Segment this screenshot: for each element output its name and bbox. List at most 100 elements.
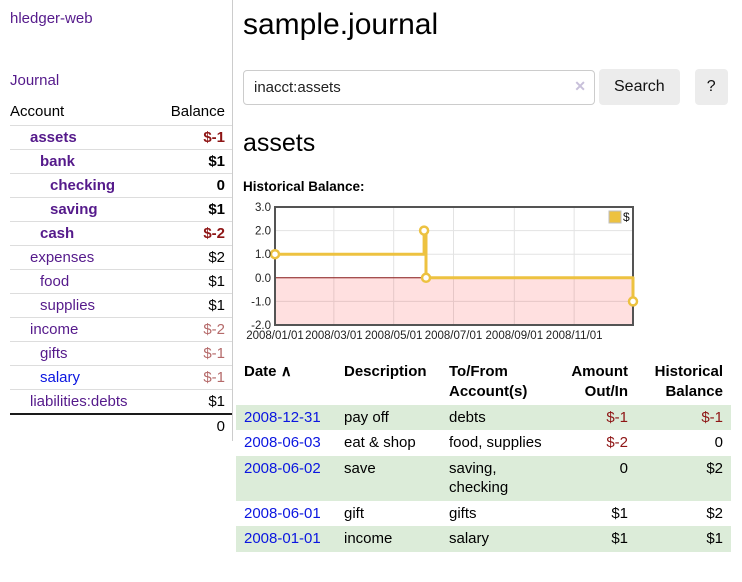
page-title: sample.journal [243, 8, 439, 41]
transaction-date-link[interactable]: 2008-06-02 [244, 459, 321, 477]
transaction-row: 2008-06-03 eat & shop food, supplies $-2 0 [236, 430, 731, 456]
sidebar-accounts-body: assets $-1 bank $1 checking 0 saving $1 cash $-2 e… [10, 125, 233, 414]
transaction-accounts: food, supplies [449, 434, 542, 451]
transaction-balance: 0 [714, 434, 723, 451]
sidebar-account-link[interactable]: liabilities:debts [30, 393, 128, 410]
search-button[interactable]: Search [599, 69, 680, 105]
transaction-balance: $1 [706, 530, 723, 547]
account-heading: assets [243, 129, 316, 157]
account-row: expenses $2 [10, 245, 233, 270]
svg-text:2008/01/01: 2008/01/01 [246, 330, 304, 342]
chart-legend: $ [608, 210, 630, 224]
transaction-description: income [344, 530, 393, 547]
register-table: Date ∧ Description To/From Account(s) Am… [236, 360, 731, 552]
transaction-balance: $2 [706, 459, 723, 477]
account-row: liabilities:debts $1 [10, 389, 233, 414]
data-point-marker [627, 296, 639, 307]
sidebar-account-link[interactable]: salary [40, 369, 81, 386]
sidebar-account-link[interactable]: saving [50, 201, 98, 218]
transaction-description: gift [344, 504, 365, 522]
sidebar-account-link[interactable]: assets [30, 129, 77, 146]
account-balance: 0 [155, 173, 233, 198]
register-header-date[interactable]: Date ∧ [236, 360, 336, 405]
account-balance: $-1 [155, 365, 233, 390]
sort-ascending-icon: ∧ [280, 363, 292, 380]
sidebar-account-link[interactable]: gifts [40, 345, 68, 362]
sidebar-account-link[interactable]: supplies [40, 297, 96, 314]
negative-region [275, 277, 633, 325]
data-point-marker [420, 272, 432, 284]
accounts-total-row: 0 [10, 413, 233, 438]
transaction-date-link[interactable]: 2008-01-01 [244, 530, 321, 547]
account-row: bank $1 [10, 149, 233, 174]
svg-text:2008/11/01: 2008/11/01 [546, 330, 603, 342]
accounts-total-balance: 0 [155, 413, 233, 438]
clear-search-icon[interactable]: ✕ [574, 77, 586, 94]
account-balance: $1 [155, 149, 233, 174]
accounts-table: Account Balance assets $-1 bank $1 checking 0… [10, 100, 233, 438]
account-balance: $1 [155, 293, 233, 318]
svg-text:2008/07/01: 2008/07/01 [425, 330, 483, 342]
account-row: income $-2 [10, 317, 233, 342]
account-balance: $2 [155, 245, 233, 270]
date-header-label: Date [244, 363, 277, 380]
chart-title: Historical Balance: [243, 179, 365, 194]
transaction-row: 2008-06-02 save saving, checking 0 $2 [236, 455, 731, 501]
data-point-marker [269, 248, 281, 260]
transaction-amount: $1 [611, 530, 628, 547]
data-point-marker [418, 225, 430, 236]
svg-text:-2.0: -2.0 [251, 320, 271, 332]
sidebar-account-link[interactable]: income [30, 321, 79, 338]
help-button[interactable]: ? [694, 69, 728, 105]
account-row: assets $-1 [10, 125, 233, 150]
search-form: ✕ Search ? [243, 69, 740, 105]
svg-text:$: $ [623, 210, 630, 224]
account-row: checking 0 [10, 173, 233, 198]
sidebar-account-link[interactable]: cash [40, 225, 75, 242]
register-header-amount: Amount Out/In [571, 363, 628, 401]
svg-text:2008/03/01: 2008/03/01 [305, 330, 363, 342]
transaction-date-link[interactable]: 2008-06-01 [244, 504, 321, 522]
accounts-header-balance: Balance [170, 103, 225, 120]
accounts-header-row: Account Balance [10, 100, 233, 126]
account-balance: $-1 [155, 341, 233, 366]
sidebar-account-link[interactable]: checking [50, 177, 116, 194]
account-row: saving $1 [10, 197, 233, 222]
account-row: cash $-2 [10, 221, 233, 246]
sidebar-item-journal[interactable]: Journal [10, 72, 60, 89]
svg-text:-1.0: -1.0 [251, 296, 271, 308]
register-header-row: Date ∧ Description To/From Account(s) Am… [236, 360, 731, 405]
transaction-date-link[interactable]: 2008-06-03 [244, 434, 321, 451]
transaction-accounts: salary [449, 530, 490, 547]
accounts-header-account: Account [10, 103, 65, 120]
sidebar-account-link[interactable]: food [40, 273, 70, 290]
app: hledger-web Journal Account Balance asse… [10, 0, 742, 552]
sidebar-account-link[interactable]: bank [40, 153, 76, 170]
svg-text:3.0: 3.0 [255, 202, 271, 214]
account-balance: $-2 [155, 317, 233, 342]
transaction-accounts: gifts [449, 504, 477, 522]
svg-text:2008/05/01: 2008/05/01 [365, 330, 423, 342]
transaction-balance: $-1 [701, 408, 723, 426]
account-row: food $1 [10, 269, 233, 294]
transaction-accounts: saving, checking [449, 459, 509, 497]
transaction-amount: $-1 [606, 408, 628, 426]
transaction-accounts: debts [449, 408, 486, 426]
transaction-row: 2008-01-01 income salary $1 $1 [236, 526, 731, 552]
register-header-description: Description [344, 363, 427, 380]
account-row: gifts $-1 [10, 341, 233, 366]
transaction-description: pay off [344, 408, 389, 426]
transaction-date-link[interactable]: 2008-12-31 [244, 408, 321, 426]
transaction-amount: $1 [611, 504, 628, 522]
transaction-description: eat & shop [344, 434, 416, 451]
account-balance: $1 [155, 269, 233, 294]
register-header-accounts: To/From Account(s) [449, 363, 528, 401]
transaction-amount: 0 [619, 459, 628, 477]
sidebar-account-link[interactable]: expenses [30, 249, 95, 266]
transaction-description: save [344, 459, 376, 477]
app-title-link[interactable]: hledger-web [10, 10, 93, 27]
main-panel: sample.journal ✕ Search ? assets Histori… [233, 0, 742, 552]
svg-text:1.0: 1.0 [255, 249, 271, 261]
search-input[interactable] [243, 69, 595, 105]
